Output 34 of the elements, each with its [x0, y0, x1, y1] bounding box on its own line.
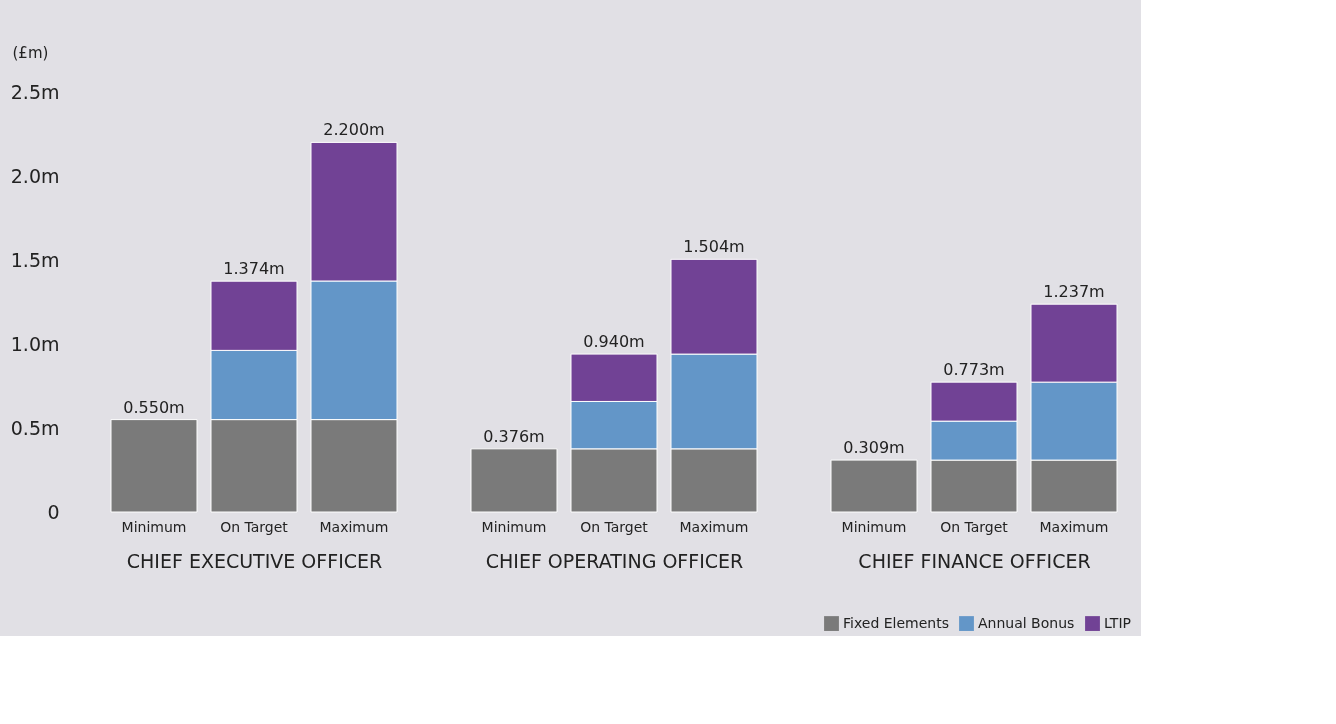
x-tick-label: On Target — [220, 518, 289, 535]
y-tick-label: 0 — [47, 500, 60, 523]
total-label: 0.940m — [583, 332, 645, 352]
y-tick-label: 2.0m — [10, 164, 60, 187]
y-tick-label: 1.5m — [10, 248, 60, 271]
y-tick-label: 0.5m — [10, 416, 60, 439]
x-tick-label: On Target — [580, 518, 649, 535]
bar — [830, 459, 918, 513]
x-axis-title: CHIEF EXECUTIVE OFFICER — [126, 549, 383, 572]
y-axis-title: (£m) — [12, 43, 49, 62]
total-label: 0.550m — [123, 397, 185, 417]
legend-label: LTIP — [1104, 614, 1131, 631]
x-tick-label: Maximum — [319, 518, 389, 535]
x-tick-label: Minimum — [121, 518, 187, 535]
total-label: 2.200m — [323, 120, 385, 140]
x-axis-title: CHIEF FINANCE OFFICER — [858, 549, 1091, 572]
x-tick-label: Minimum — [481, 518, 547, 535]
legend-label: Annual Bonus — [978, 614, 1075, 631]
x-tick-label: Maximum — [679, 518, 749, 535]
total-label: 1.504m — [683, 237, 745, 257]
total-label: 0.376m — [483, 426, 545, 446]
total-label: 0.773m — [943, 360, 1005, 380]
total-label: 0.309m — [843, 438, 905, 458]
x-tick-label: Minimum — [841, 518, 907, 535]
x-tick-label: Maximum — [1039, 518, 1109, 535]
y-tick-label: 1.0m — [10, 332, 60, 355]
total-label: 1.237m — [1043, 282, 1105, 302]
x-tick-label: On Target — [940, 518, 1009, 535]
total-label: 1.374m — [223, 259, 285, 279]
bar — [110, 419, 198, 513]
y-tick-label: 2.5m — [10, 80, 60, 103]
bar — [470, 448, 558, 513]
x-axis-title: CHIEF OPERATING OFFICER — [485, 549, 744, 572]
legend-label: Fixed Elements — [843, 614, 949, 631]
